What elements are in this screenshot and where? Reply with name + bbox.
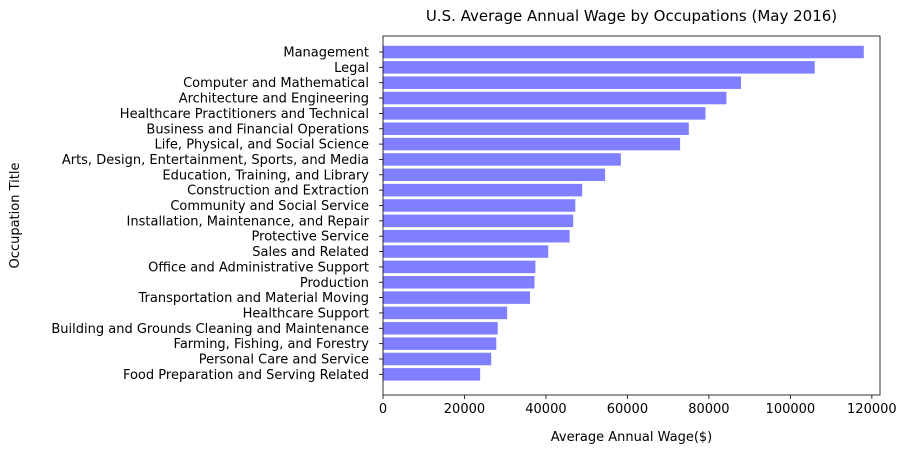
bar-7 <box>383 137 681 151</box>
category-label-7: Life, Physical, and Social Science <box>155 138 370 153</box>
bar-12 <box>383 214 574 228</box>
plot-frame <box>382 35 881 396</box>
bar-2 <box>383 61 815 74</box>
category-label-1: Management <box>283 46 369 61</box>
bar-20 <box>383 337 497 350</box>
category-label-14: Sales and Related <box>252 245 369 260</box>
category-label-4: Architecture and Engineering <box>179 92 369 107</box>
category-label-11: Community and Social Service <box>170 199 369 214</box>
bar-8 <box>383 153 621 166</box>
category-label-13: Protective Service <box>252 230 369 245</box>
category-label-9: Education, Training, and Library <box>162 168 369 183</box>
bar-4 <box>383 91 727 105</box>
category-label-12: Installation, Maintenance, and Repair <box>127 214 370 229</box>
bar-3 <box>383 76 742 89</box>
category-label-16: Production <box>300 276 369 291</box>
x-axis-ticks: 0 20000 40000 60000 80000 100000 120000 <box>379 395 897 417</box>
bars-group <box>383 45 864 381</box>
category-label-19: Building and Grounds Cleaning and Mainte… <box>51 322 369 337</box>
category-label-15: Office and Administrative Support <box>148 260 369 275</box>
x-axis-label: Average Annual Wage($) <box>551 430 713 445</box>
category-label-21: Personal Care and Service <box>199 353 369 368</box>
bar-17 <box>383 291 531 304</box>
bar-21 <box>383 352 492 366</box>
x-tick-label-2: 20000 <box>444 402 485 417</box>
category-label-18: Healthcare Support <box>243 306 369 321</box>
category-label-2: Legal <box>334 61 369 76</box>
category-label-17: Transportation and Material Moving <box>137 291 369 306</box>
category-label-3: Computer and Mathematical <box>183 76 369 91</box>
bar-13 <box>383 229 570 243</box>
category-label-22: Food Preparation and Serving Related <box>123 368 369 383</box>
x-tick-label-3: 40000 <box>525 402 566 417</box>
category-label-10: Construction and Extraction <box>187 184 369 199</box>
bar-22 <box>383 368 481 381</box>
x-tick-label-4: 60000 <box>607 402 648 417</box>
bar-19 <box>383 322 498 335</box>
category-label-8: Arts, Design, Entertainment, Sports, and… <box>62 153 369 168</box>
bar-1 <box>383 45 864 59</box>
x-tick-label-6: 100000 <box>766 402 816 417</box>
bar-16 <box>383 276 535 289</box>
bar-10 <box>383 183 583 197</box>
chart-title: U.S. Average Annual Wage by Occupations … <box>426 7 837 25</box>
x-tick-label-1: 0 <box>379 402 387 417</box>
bar-5 <box>383 107 706 120</box>
bar-9 <box>383 168 606 182</box>
category-label-5: Healthcare Practitioners and Technical <box>120 107 369 122</box>
category-label-20: Farming, Fishing, and Forestry <box>174 337 370 352</box>
x-tick-label-7: 120000 <box>847 402 897 417</box>
bar-11 <box>383 199 576 212</box>
x-tick-label-5: 80000 <box>688 402 729 417</box>
bar-18 <box>383 306 508 320</box>
bar-15 <box>383 260 536 274</box>
bar-6 <box>383 122 689 135</box>
category-label-6: Business and Financial Operations <box>146 122 369 137</box>
y-axis-label: Occupation Title <box>8 163 23 269</box>
axes-frame <box>382 35 881 396</box>
bar-14 <box>383 245 549 258</box>
